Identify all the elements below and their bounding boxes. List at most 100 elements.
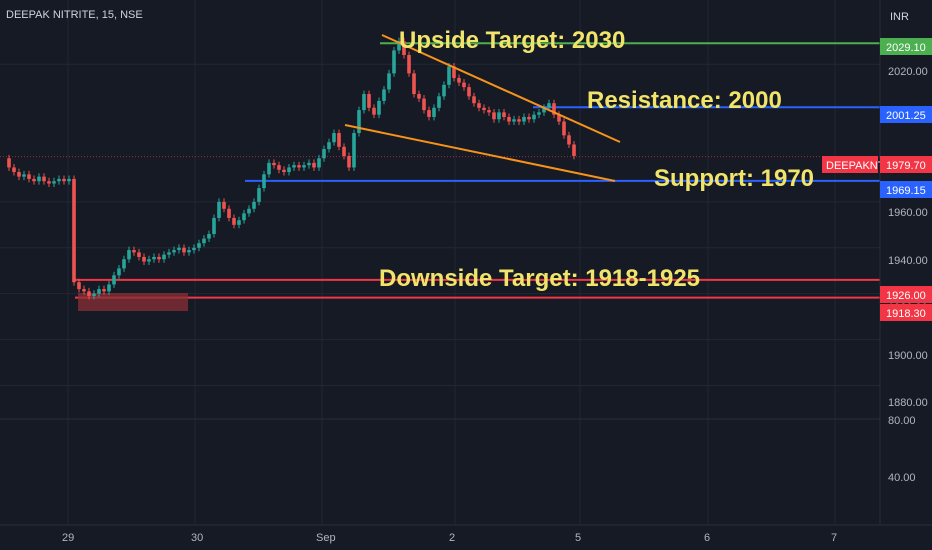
candle-body: [27, 174, 31, 179]
x-tick-label: 6: [704, 532, 710, 544]
candle-body: [67, 178, 71, 182]
x-tick-label: 30: [191, 532, 203, 544]
candle-body: [97, 289, 101, 294]
upper-trendline: [381, 34, 621, 143]
support-tag: [880, 181, 932, 198]
candle-body: [252, 201, 256, 209]
candle-body: [372, 107, 376, 115]
candle-body: [142, 256, 146, 262]
candle-body: [487, 110, 491, 113]
candle-body: [272, 162, 276, 166]
candle-body: [192, 247, 196, 251]
candle-body: [517, 119, 521, 122]
candle-body: [327, 142, 331, 150]
candle-body: [62, 178, 66, 182]
candle-body: [162, 254, 166, 260]
candle-body: [547, 103, 551, 108]
candle-body: [47, 181, 51, 184]
candle-body: [212, 217, 216, 235]
price-levels: [0, 42, 880, 299]
resistance-tag: [880, 106, 932, 123]
y-tick-label: 1960.00: [888, 207, 928, 219]
candle-body: [507, 116, 511, 122]
support-price: 1969.15: [886, 185, 926, 197]
chart-title: DEEPAK NITRITE, 15, NSE: [6, 9, 143, 21]
x-tick-label: 29: [62, 532, 74, 544]
current-price: 1979.70: [886, 160, 926, 172]
candle-body: [207, 234, 211, 239]
candle-body: [452, 66, 456, 78]
candle-body: [322, 149, 326, 159]
candle-body: [127, 250, 131, 260]
candle-body: [552, 103, 556, 115]
candle-body: [352, 133, 356, 168]
candle-body: [562, 121, 566, 136]
annotation-downside-target: Downside Target: 1918-1925: [379, 265, 700, 292]
time-axis[interactable]: 29 30 Sep 2 5 6 7: [62, 532, 837, 544]
candle-body: [222, 201, 226, 209]
candle-body: [397, 41, 401, 51]
candle-body: [297, 165, 301, 168]
candle-body: [557, 114, 561, 122]
candle-body: [527, 116, 531, 120]
candle-body: [467, 87, 471, 97]
candle-body: [282, 169, 286, 173]
y-tick-label: 1900.00: [888, 350, 928, 362]
candle-body: [132, 250, 136, 253]
candle-body: [422, 98, 426, 111]
candle-body: [197, 243, 201, 248]
candle-body: [342, 146, 346, 156]
candle-body: [187, 250, 191, 253]
downside-lower-price: 1918.30: [886, 308, 926, 320]
trendlines: [344, 34, 621, 182]
downside-upper-price: 1926.00: [886, 290, 926, 302]
candle-body: [277, 165, 281, 170]
candle-body: [572, 144, 576, 156]
candle-body: [37, 176, 41, 182]
candle-body: [302, 165, 306, 168]
candle-body: [182, 247, 186, 253]
candle-body: [247, 208, 251, 214]
candle-body: [87, 291, 91, 296]
candle-body: [332, 133, 336, 143]
currency-label: INR: [890, 11, 909, 23]
candle-body: [107, 284, 111, 292]
candle-body: [442, 84, 446, 97]
candle-body: [412, 73, 416, 95]
candle-body: [77, 282, 81, 290]
candle-body: [537, 112, 541, 115]
candle-body: [477, 103, 481, 108]
candle-body: [177, 247, 181, 251]
candle-body: [492, 112, 496, 120]
candle-body: [362, 94, 366, 111]
candle-body: [157, 256, 161, 260]
candle-body: [392, 50, 396, 74]
candle-body: [377, 100, 381, 115]
candle-body: [502, 112, 506, 117]
candle-body: [167, 252, 171, 255]
candle-body: [17, 172, 21, 177]
resistance-price: 2001.25: [886, 110, 926, 122]
candle-body: [42, 176, 46, 182]
candle-body: [407, 55, 411, 74]
candle-body: [22, 174, 26, 177]
annotation-resistance: Resistance: 2000: [587, 87, 782, 114]
candle-body: [217, 201, 221, 218]
candle-body: [12, 167, 16, 173]
symbol-label: DEEPAKNTR: [826, 160, 892, 172]
candle-body: [542, 107, 546, 113]
candle-body: [522, 116, 526, 122]
candle-body: [367, 94, 371, 108]
candle-body: [512, 119, 516, 122]
price-tags: 2029.10 2001.25 DEEPAKNTR 1979.70 1969.1…: [822, 38, 932, 321]
candle-body: [147, 259, 151, 262]
candle-body: [242, 213, 246, 221]
candle-body: [532, 114, 536, 120]
candle-body: [57, 178, 61, 182]
candle-body: [227, 208, 231, 218]
oscillator-tick-label: 80.00: [888, 415, 916, 427]
candle-body: [232, 217, 236, 225]
candle-body: [427, 110, 431, 117]
downside-lower-tag: [880, 304, 932, 321]
